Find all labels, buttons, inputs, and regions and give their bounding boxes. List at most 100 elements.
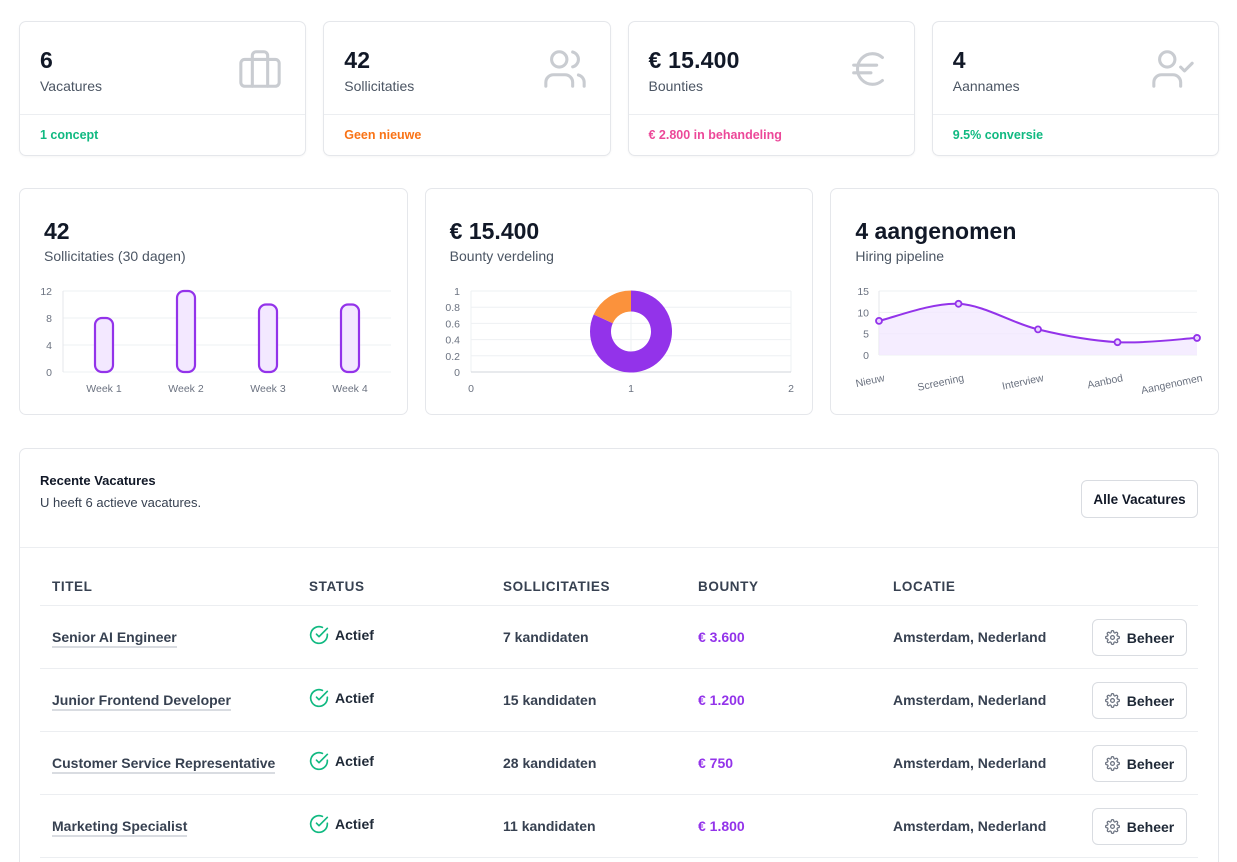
- bar: [257, 303, 279, 374]
- chart-title: € 15.400: [449, 218, 540, 244]
- x-tick-label: Screening: [917, 372, 966, 394]
- x-tick-label: Nieuw: [855, 372, 886, 390]
- check-circle-icon: [309, 814, 329, 834]
- x-tick-label: Interview: [1001, 372, 1045, 393]
- area-fill: [879, 303, 1198, 355]
- y-tick-label: 4: [46, 340, 52, 352]
- bar: [339, 303, 361, 374]
- divider: [40, 857, 1198, 858]
- location: Amsterdam, Nederland: [893, 818, 1047, 834]
- all-jobs-button[interactable]: Alle Vacatures: [1081, 480, 1198, 518]
- x-tick-label: Week 4: [332, 383, 368, 395]
- user-check-icon: [1152, 50, 1194, 88]
- column-header-status[interactable]: STATUS: [309, 579, 365, 594]
- gear-icon: [1104, 693, 1120, 708]
- job-title-link[interactable]: Customer Service Representative: [52, 755, 276, 774]
- data-point: [954, 299, 963, 308]
- manage-button[interactable]: Beheer: [1092, 808, 1187, 845]
- applicant-count: 11 kandidaten: [503, 818, 596, 834]
- status-badge: Actief: [309, 814, 374, 834]
- stat-value: 6: [40, 47, 53, 73]
- y-tick-label: 5: [864, 329, 870, 341]
- table-row: Customer Service Representative Actief 2…: [20, 732, 1220, 795]
- status-label: Actief: [335, 627, 374, 643]
- chart-card-applications: 42 Sollicitaties (30 dagen) 0 4 8 12 Week 1 W…: [19, 188, 408, 415]
- stat-footer: Geen nieuwe: [344, 128, 422, 142]
- x-tick-label: Aanbod: [1087, 372, 1125, 391]
- x-tick-label: Week 1: [86, 383, 122, 395]
- column-header-location[interactable]: LOCATIE: [893, 579, 956, 594]
- chart-title: 42: [44, 218, 70, 244]
- stat-card-sollicitaties: 42 Sollicitaties Geen nieuwe: [323, 21, 611, 156]
- chart-subtitle: Bounty verdeling: [449, 248, 554, 264]
- chart-subtitle: Hiring pipeline: [855, 248, 945, 264]
- gear-icon: [1104, 819, 1120, 834]
- bounty-amount: € 750: [698, 755, 734, 771]
- manage-label: Beheer: [1126, 692, 1175, 709]
- donut-chart: 0 0.2 0.4 0.6 0.8 1 0 1 2: [445, 286, 794, 395]
- bar-chart: 0 4 8 12 Week 1 Week 2 Week 3 Week 4: [40, 286, 391, 395]
- y-tick-label: 15: [858, 286, 870, 298]
- panel-title: Recente Vacatures: [40, 473, 156, 488]
- stat-footer: € 2.800 in behandeling: [648, 128, 782, 142]
- bar: [93, 316, 115, 374]
- x-tick-label: 0: [468, 383, 474, 395]
- y-tick-label: 0: [864, 350, 870, 362]
- stat-value: € 15.400: [648, 47, 740, 73]
- divider: [40, 794, 1198, 795]
- manage-label: Beheer: [1126, 818, 1175, 835]
- manage-label: Beheer: [1126, 755, 1175, 772]
- data-point: [875, 316, 884, 325]
- divider: [40, 731, 1198, 732]
- applicant-count: 15 kandidaten: [503, 692, 597, 708]
- applicant-count: 7 kandidaten: [503, 629, 589, 645]
- area-chart: 0 5 10 15 Nieuw Screening Interview Aanbod Aange…: [855, 286, 1204, 397]
- stat-value: 4: [952, 47, 966, 73]
- table-row: Marketing Specialist Actief 11 kandidate…: [20, 795, 1220, 858]
- y-tick-label: 10: [858, 307, 870, 319]
- stat-card-bounties: € 15.400 Bounties € 2.800 in behandeling: [627, 21, 915, 156]
- location: Amsterdam, Nederland: [893, 629, 1047, 645]
- manage-button[interactable]: Beheer: [1092, 682, 1187, 719]
- users-icon: [543, 50, 586, 88]
- recent-jobs-panel: Recente Vacatures U heeft 6 actieve vaca…: [19, 448, 1219, 862]
- x-tick-label: 1: [628, 383, 634, 395]
- y-tick-label: 0: [454, 367, 460, 379]
- column-header-applications[interactable]: SOLLICITATIES: [503, 579, 611, 594]
- gear-icon: [1104, 756, 1120, 771]
- stat-label: Vacatures: [40, 78, 102, 94]
- job-title-link[interactable]: Senior AI Engineer: [52, 629, 177, 648]
- job-title-link[interactable]: Junior Frontend Developer: [52, 692, 231, 711]
- location: Amsterdam, Nederland: [893, 692, 1047, 708]
- panel-description: U heeft 6 actieve vacatures.: [40, 495, 202, 510]
- x-tick-label: Week 3: [250, 383, 286, 395]
- stat-footer: 1 concept: [40, 128, 99, 142]
- stat-card-aannames: 4 Aannames 9.5% conversie: [931, 21, 1219, 156]
- stat-label: Bounties: [648, 78, 703, 94]
- location: Amsterdam, Nederland: [893, 755, 1047, 771]
- job-title-link[interactable]: Marketing Specialist: [52, 818, 188, 837]
- y-tick-label: 12: [40, 286, 52, 298]
- stat-card-vacatures: 6 Vacatures 1 concept: [19, 21, 307, 156]
- manage-button[interactable]: Beheer: [1092, 619, 1187, 656]
- chart-title: 4 aangenomen: [855, 218, 1017, 244]
- check-circle-icon: [309, 751, 329, 771]
- stat-footer: 9.5% conversie: [952, 128, 1044, 142]
- data-point: [1193, 334, 1202, 342]
- x-tick-label: Aangenomen: [1140, 372, 1204, 397]
- status-label: Actief: [335, 816, 374, 832]
- x-tick-label: Week 2: [168, 383, 204, 395]
- column-header-bounty[interactable]: BOUNTY: [698, 579, 759, 594]
- divider: [20, 547, 1218, 548]
- check-circle-icon: [309, 688, 329, 708]
- bounty-amount: € 1.800: [698, 818, 745, 834]
- y-tick-label: 1: [454, 286, 460, 298]
- chart-card-bounty: € 15.400 Bounty verdeling 0 0.2 0.4 0.6 0.8 1…: [424, 188, 814, 415]
- manage-button[interactable]: Beheer: [1092, 745, 1187, 782]
- status-badge: Actief: [309, 751, 374, 771]
- euro-icon: [851, 52, 884, 86]
- pie-slice: [593, 290, 631, 324]
- column-header-title[interactable]: TITEL: [52, 579, 93, 594]
- status-label: Actief: [335, 753, 374, 769]
